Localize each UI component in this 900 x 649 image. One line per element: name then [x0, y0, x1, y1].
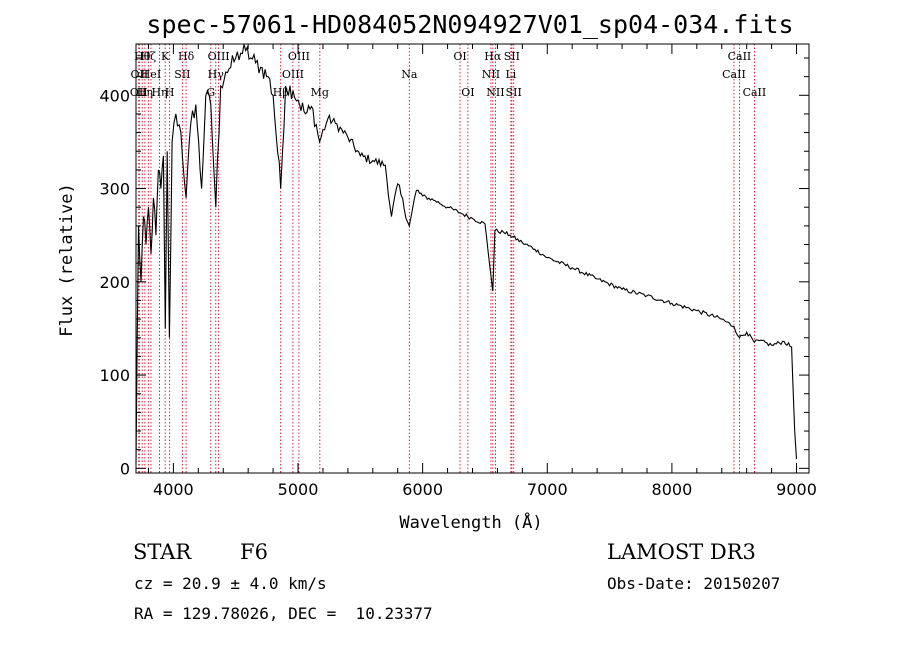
- object-class: STAR: [133, 540, 192, 564]
- y-tick-label: 300: [99, 180, 130, 199]
- coordinates-text: RA = 129.78026, DEC = 10.23377: [134, 604, 433, 623]
- axes: 4000 5000 6000 7000 8000 9000 0 100 200 300 400: [99, 44, 817, 499]
- line-marker-label: Hη: [151, 86, 167, 99]
- line-marker-label: OIII: [282, 68, 304, 81]
- y-tick-label: 100: [99, 366, 130, 385]
- y-axis-label: Flux (relative): [57, 183, 77, 337]
- x-tick-label: 4000: [153, 480, 194, 499]
- x-tick-label: 9000: [776, 480, 817, 499]
- line-marker-label: Hζ: [141, 50, 157, 63]
- survey-name: LAMOST DR3: [607, 540, 756, 564]
- y-tick-label: 400: [99, 86, 130, 105]
- line-marker-label: NII: [486, 86, 504, 99]
- line-marker-label: OI: [453, 50, 466, 63]
- x-tick-label: 7000: [527, 480, 568, 499]
- line-marker-label: OII: [131, 68, 149, 81]
- line-marker-label: OIII: [208, 50, 230, 63]
- x-tick-label: 8000: [652, 480, 693, 499]
- line-marker-label: H: [165, 86, 175, 99]
- line-marker-label: Mg: [311, 86, 329, 99]
- line-marker-label: Hα: [484, 50, 502, 63]
- plot-frame: [135, 43, 810, 474]
- line-marker-label: Hβ: [273, 86, 289, 99]
- line-marker-label: Na: [401, 68, 418, 81]
- line-markers: [138, 44, 755, 473]
- chart-title: spec-57061-HD084052N094927V01_sp04-034.f…: [146, 10, 793, 39]
- x-axis-label: Wavelength (Å): [399, 511, 542, 533]
- line-marker-label: HeI: [141, 68, 161, 81]
- line-marker-label: NII: [482, 68, 500, 81]
- line-marker-label: SII: [504, 50, 520, 63]
- x-tick-label: 6000: [402, 480, 443, 499]
- obs-date: Obs-Date: 20150207: [607, 574, 781, 593]
- line-marker-label: CaII: [728, 50, 752, 63]
- y-tick-label: 0: [120, 459, 130, 478]
- redshift-text: cz = 20.9 ± 4.0 km/s: [134, 574, 327, 593]
- line-marker-label: OIII: [288, 50, 310, 63]
- line-marker-label: K: [161, 50, 170, 63]
- object-subclass: F6: [240, 540, 268, 564]
- x-tick-label: 5000: [278, 480, 319, 499]
- line-marker-label: Li: [505, 68, 516, 81]
- line-marker-label: Hθ: [134, 50, 151, 63]
- line-marker-label: OI: [461, 86, 474, 99]
- line-marker-label: CaII: [743, 86, 767, 99]
- line-marker-label: CaII: [722, 68, 746, 81]
- line-marker-label: G: [206, 86, 215, 99]
- line-marker-labels: OIIOIIHθHηHζHeIHηKHSIIHδGHγOIIIHβOIIIOII…: [130, 50, 766, 99]
- spectrum-line: [135, 44, 798, 464]
- line-marker-label: Hδ: [178, 50, 195, 63]
- line-marker-label: Hγ: [208, 68, 225, 81]
- line-marker-label: SII: [506, 86, 522, 99]
- y-tick-label: 200: [99, 273, 130, 292]
- line-marker-label: SII: [174, 68, 190, 81]
